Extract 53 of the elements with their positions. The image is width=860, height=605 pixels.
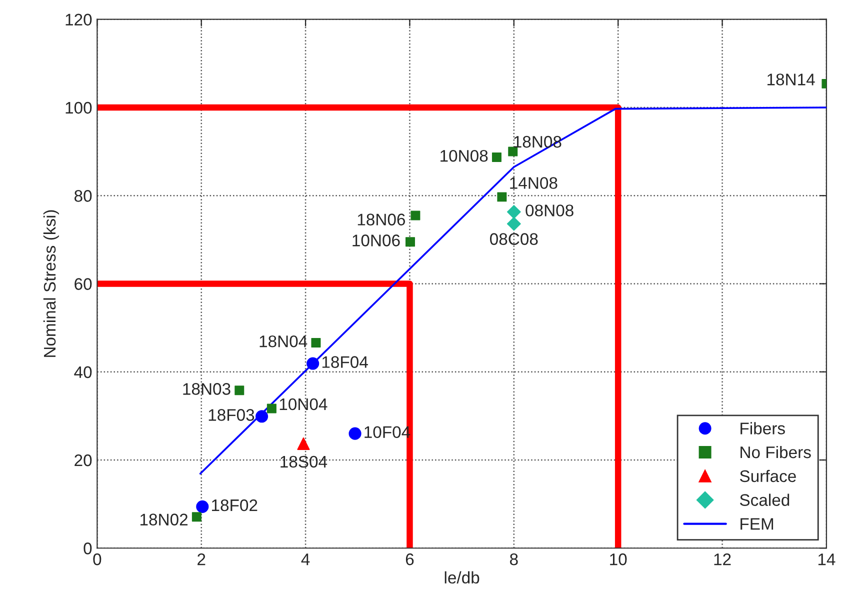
annotation: 18N06 <box>358 214 406 226</box>
annotation: 18F04 <box>322 356 368 368</box>
point <box>192 512 202 522</box>
point <box>266 404 276 414</box>
x-axis-title: le/db <box>444 571 480 584</box>
y-tick-label: 20 <box>74 454 92 466</box>
y-tick-label: 0 <box>84 542 92 554</box>
y-tick-label: 100 <box>66 102 92 114</box>
x-tick-label: 8 <box>510 553 518 566</box>
annotation: 18N04 <box>260 335 308 348</box>
point <box>492 152 502 162</box>
annotation: 10N08 <box>440 150 488 162</box>
point <box>348 427 362 440</box>
annotation: 18F02 <box>212 499 258 512</box>
point <box>506 216 521 231</box>
y-tick-label: 80 <box>74 190 92 202</box>
annotation: 08C08 <box>490 233 538 245</box>
y-tick-label: 40 <box>74 366 92 378</box>
annotation: 10N04 <box>280 398 328 410</box>
x-tick-label: 2 <box>198 553 206 566</box>
x-tick-label: 12 <box>714 553 731 566</box>
legend-label: Scaled <box>740 494 790 506</box>
point <box>497 192 507 202</box>
legend-label: Fibers <box>740 422 785 434</box>
x-tick-label: 6 <box>406 553 414 566</box>
x-tick-label: 4 <box>301 554 310 566</box>
annotation: 18S04 <box>280 456 328 468</box>
annotation: 08N08 <box>526 204 574 216</box>
legend-label: FEM <box>740 518 774 530</box>
y-axis-title: Nominal Stress (ksi) <box>43 210 59 357</box>
point <box>506 204 521 219</box>
annotation: 10N06 <box>352 234 400 246</box>
point <box>256 410 268 423</box>
point <box>406 237 415 247</box>
x-tick-label: 10 <box>610 553 627 566</box>
y-tick-label: 120 <box>66 14 92 26</box>
annotation: 18N03 <box>183 383 230 395</box>
x-tick-label: 14 <box>818 554 836 566</box>
point <box>508 146 518 156</box>
point <box>234 386 244 396</box>
point <box>311 338 321 348</box>
point <box>196 500 209 513</box>
point <box>297 437 310 450</box>
y-tick-label: 60 <box>74 278 92 290</box>
annotation: 18N14 <box>768 74 815 86</box>
annotation: 18F03 <box>208 409 254 421</box>
legend-label: No Fibers <box>740 446 811 458</box>
x-tick-label: 0 <box>93 553 102 566</box>
annotation: 18N02 <box>140 514 188 526</box>
annotation: 14N08 <box>510 177 558 189</box>
legend-label: Surface <box>740 470 796 482</box>
point <box>306 357 320 370</box>
point <box>410 210 420 220</box>
